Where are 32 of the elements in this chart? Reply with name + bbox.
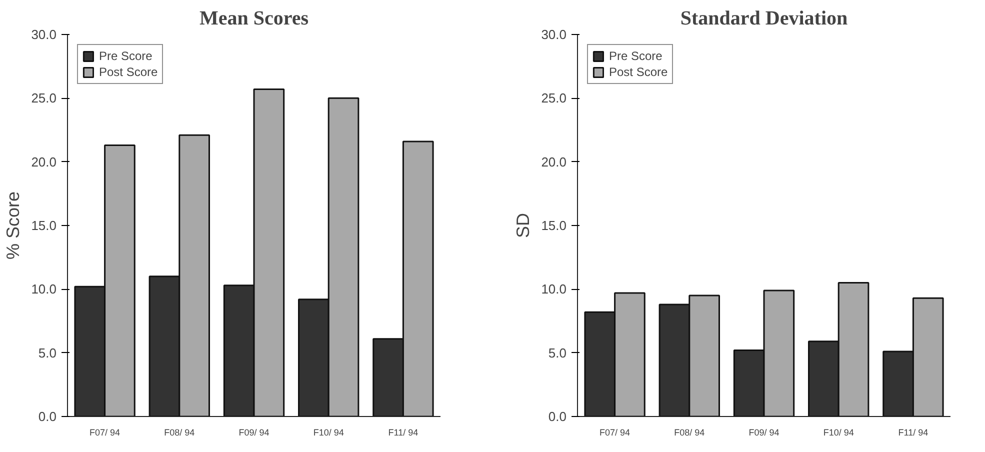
y-tick-label: 0.0	[548, 409, 567, 424]
y-tick-label: 0.0	[38, 409, 57, 424]
x-tick-label: F07/ 94	[600, 428, 630, 438]
x-tick-label: F09/ 94	[238, 428, 270, 438]
chart-title: Mean Scores	[199, 8, 309, 30]
x-tick-label: F10/ 94	[823, 428, 854, 438]
x-tick-label: F08/ 94	[674, 428, 705, 438]
x-tick-label: F08/ 94	[164, 428, 195, 438]
legend-label: Pre Score	[609, 49, 662, 63]
y-tick-label: 5.0	[548, 345, 567, 360]
legend-label: Post Score	[609, 65, 668, 79]
y-tick-label: 30.0	[541, 27, 567, 42]
y-tick-label: 20.0	[541, 154, 567, 170]
y-tick-label: 15.0	[541, 218, 567, 233]
y-tick-label: 5.0	[38, 345, 57, 360]
y-tick-label: 30.0	[31, 27, 57, 42]
y-tick-label: 25.0	[31, 90, 57, 106]
y-tick-label: 15.0	[31, 218, 57, 233]
x-tick-label: F07/ 94	[90, 428, 120, 438]
y-axis-title: % Score	[3, 191, 24, 260]
x-tick-label: F10/ 94	[313, 428, 344, 438]
x-tick-label: F11/ 94	[898, 428, 928, 438]
legend-label: Pre Score	[99, 49, 152, 63]
chart-title: Standard Deviation	[680, 8, 848, 30]
x-tick-label: F09/ 94	[748, 428, 780, 438]
legend-label: Post Score	[99, 65, 158, 79]
y-tick-label: 10.0	[541, 282, 567, 297]
y-tick-label: 25.0	[541, 90, 567, 106]
y-tick-label: 20.0	[31, 154, 57, 170]
y-axis-title: SD	[513, 212, 534, 238]
y-tick-label: 10.0	[31, 282, 57, 297]
x-tick-label: F11/ 94	[388, 428, 418, 438]
